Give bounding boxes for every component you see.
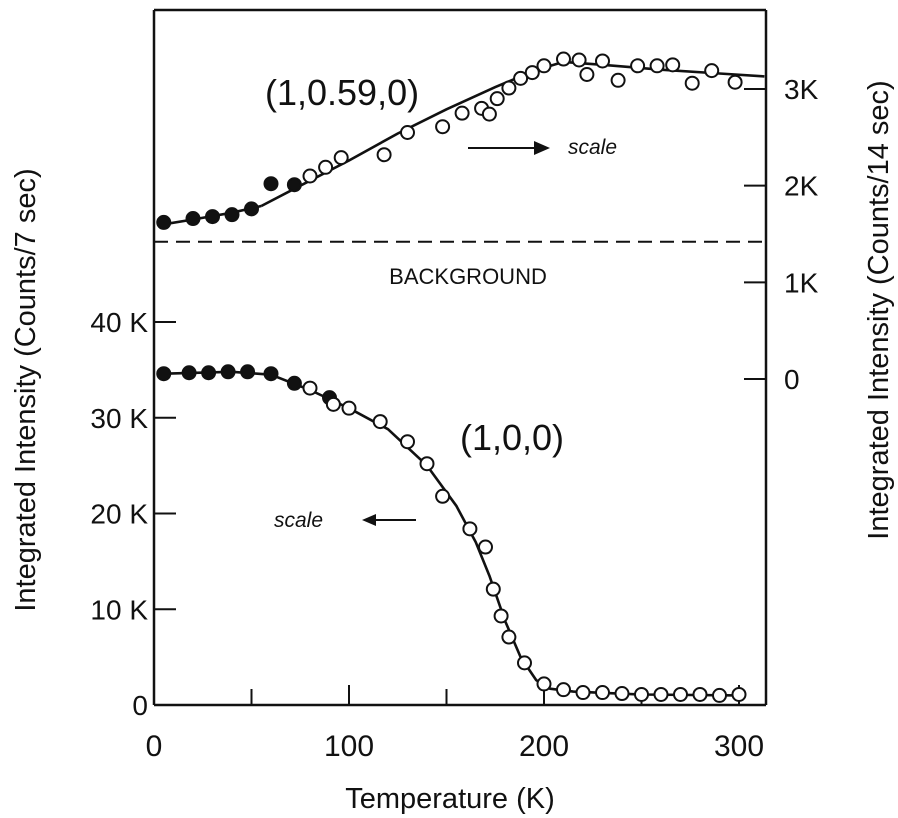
- x-tick-label: 300: [714, 730, 764, 763]
- x-tick-label: 200: [519, 730, 569, 763]
- data-point-open: [536, 58, 552, 74]
- series-upper: [156, 51, 765, 230]
- data-point-filled: [156, 366, 172, 382]
- data-point-open: [302, 380, 318, 396]
- data-point-open: [485, 581, 501, 597]
- data-point-open: [372, 414, 388, 430]
- data-point-open: [692, 686, 708, 702]
- data-point-open: [673, 686, 688, 702]
- data-point-open: [419, 456, 435, 472]
- background-label: BACKGROUND: [389, 264, 547, 289]
- data-point-open: [489, 91, 505, 107]
- data-point-open: [481, 106, 497, 122]
- data-point-open: [517, 655, 532, 671]
- data-point-filled: [156, 214, 172, 230]
- x-axis-label: Temperature (K): [345, 783, 555, 815]
- right-y-tick-label: 0: [784, 364, 800, 395]
- data-point-open: [595, 685, 610, 701]
- left-y-tick-label: 40 K: [90, 307, 148, 338]
- data-point-open: [536, 676, 552, 692]
- data-point-open: [579, 67, 595, 82]
- left-y-tick-label: 20 K: [90, 499, 148, 530]
- data-point-open: [318, 159, 334, 175]
- upper-series-label: (1,0.59,0): [265, 72, 419, 113]
- fit-curve: [163, 370, 740, 697]
- data-point-open: [571, 52, 587, 68]
- data-point-filled: [286, 177, 302, 193]
- data-point-filled: [263, 366, 279, 382]
- data-point-filled: [220, 364, 236, 380]
- data-point-open: [376, 147, 392, 163]
- data-point-open: [610, 72, 626, 88]
- data-point-open: [493, 608, 509, 624]
- data-point-filled: [286, 375, 302, 391]
- data-point-filled: [201, 365, 217, 381]
- x-tick-label: 100: [324, 730, 374, 763]
- left-y-tick-label: 30 K: [90, 403, 148, 434]
- data-point-open: [595, 53, 610, 69]
- data-point-open: [302, 168, 318, 184]
- data-point-open: [556, 682, 571, 698]
- right-y-tick-label: 2K: [784, 171, 819, 202]
- right-scale-label: scale: [568, 136, 617, 159]
- x-tick-label: 0: [146, 730, 163, 763]
- data-point-open: [653, 686, 669, 702]
- data-point-open: [501, 80, 517, 96]
- right-y-axis-label: Integrated Intensity (Counts/14 sec): [863, 80, 895, 539]
- data-point-open: [684, 75, 700, 91]
- data-point-open: [634, 686, 649, 702]
- data-point-filled: [185, 211, 201, 227]
- data-point-filled: [240, 364, 256, 380]
- right-scale-indicator: scale: [468, 136, 617, 159]
- data-point-open: [462, 521, 478, 537]
- right-y-tick-label: 1K: [784, 267, 819, 298]
- data-point-open: [400, 125, 415, 140]
- data-point-open: [454, 105, 470, 121]
- data-point-open: [556, 51, 571, 67]
- data-point-open: [665, 57, 681, 73]
- data-point-filled: [181, 365, 197, 381]
- right-y-axis-ticks: 0 1K 2K 3K: [744, 74, 819, 395]
- left-scale-label: scale: [274, 509, 323, 532]
- data-point-open: [400, 434, 415, 450]
- series-lower: [156, 364, 747, 703]
- data-point-open: [333, 150, 349, 166]
- series-layer: [156, 51, 765, 703]
- data-point-open: [501, 629, 517, 645]
- right-arrow-icon: [534, 141, 550, 155]
- left-arrow-icon: [362, 514, 376, 526]
- data-point-open: [325, 396, 341, 412]
- right-y-tick-label: 3K: [784, 74, 819, 105]
- left-y-axis-ticks: 0 10 K 20 K 30 K 40 K: [90, 307, 176, 721]
- data-point-open: [614, 686, 630, 702]
- data-point-open: [731, 686, 747, 702]
- data-point-filled: [205, 209, 220, 225]
- lower-series-label: (1,0,0): [460, 417, 564, 458]
- left-y-axis-label: Integrated Intensity (Counts/7 sec): [10, 168, 42, 611]
- data-point-open: [712, 687, 727, 703]
- data-point-open: [341, 400, 357, 416]
- data-point-filled: [244, 201, 259, 217]
- left-scale-indicator: scale: [274, 509, 416, 532]
- data-point-open: [630, 58, 646, 74]
- data-point-filled: [224, 207, 240, 223]
- data-point-open: [435, 119, 451, 135]
- left-y-tick-label: 0: [132, 690, 148, 721]
- data-point-open: [649, 58, 665, 74]
- data-point-open: [704, 63, 720, 79]
- x-axis-ticks: 0 100 200 300: [146, 685, 764, 763]
- data-point-open: [575, 685, 591, 701]
- data-point-open: [435, 488, 451, 504]
- data-point-open: [524, 65, 540, 81]
- data-point-open: [478, 539, 493, 555]
- data-point-open: [727, 74, 743, 90]
- data-point-open: [513, 70, 529, 86]
- left-y-tick-label: 10 K: [90, 594, 148, 625]
- data-point-filled: [263, 176, 279, 192]
